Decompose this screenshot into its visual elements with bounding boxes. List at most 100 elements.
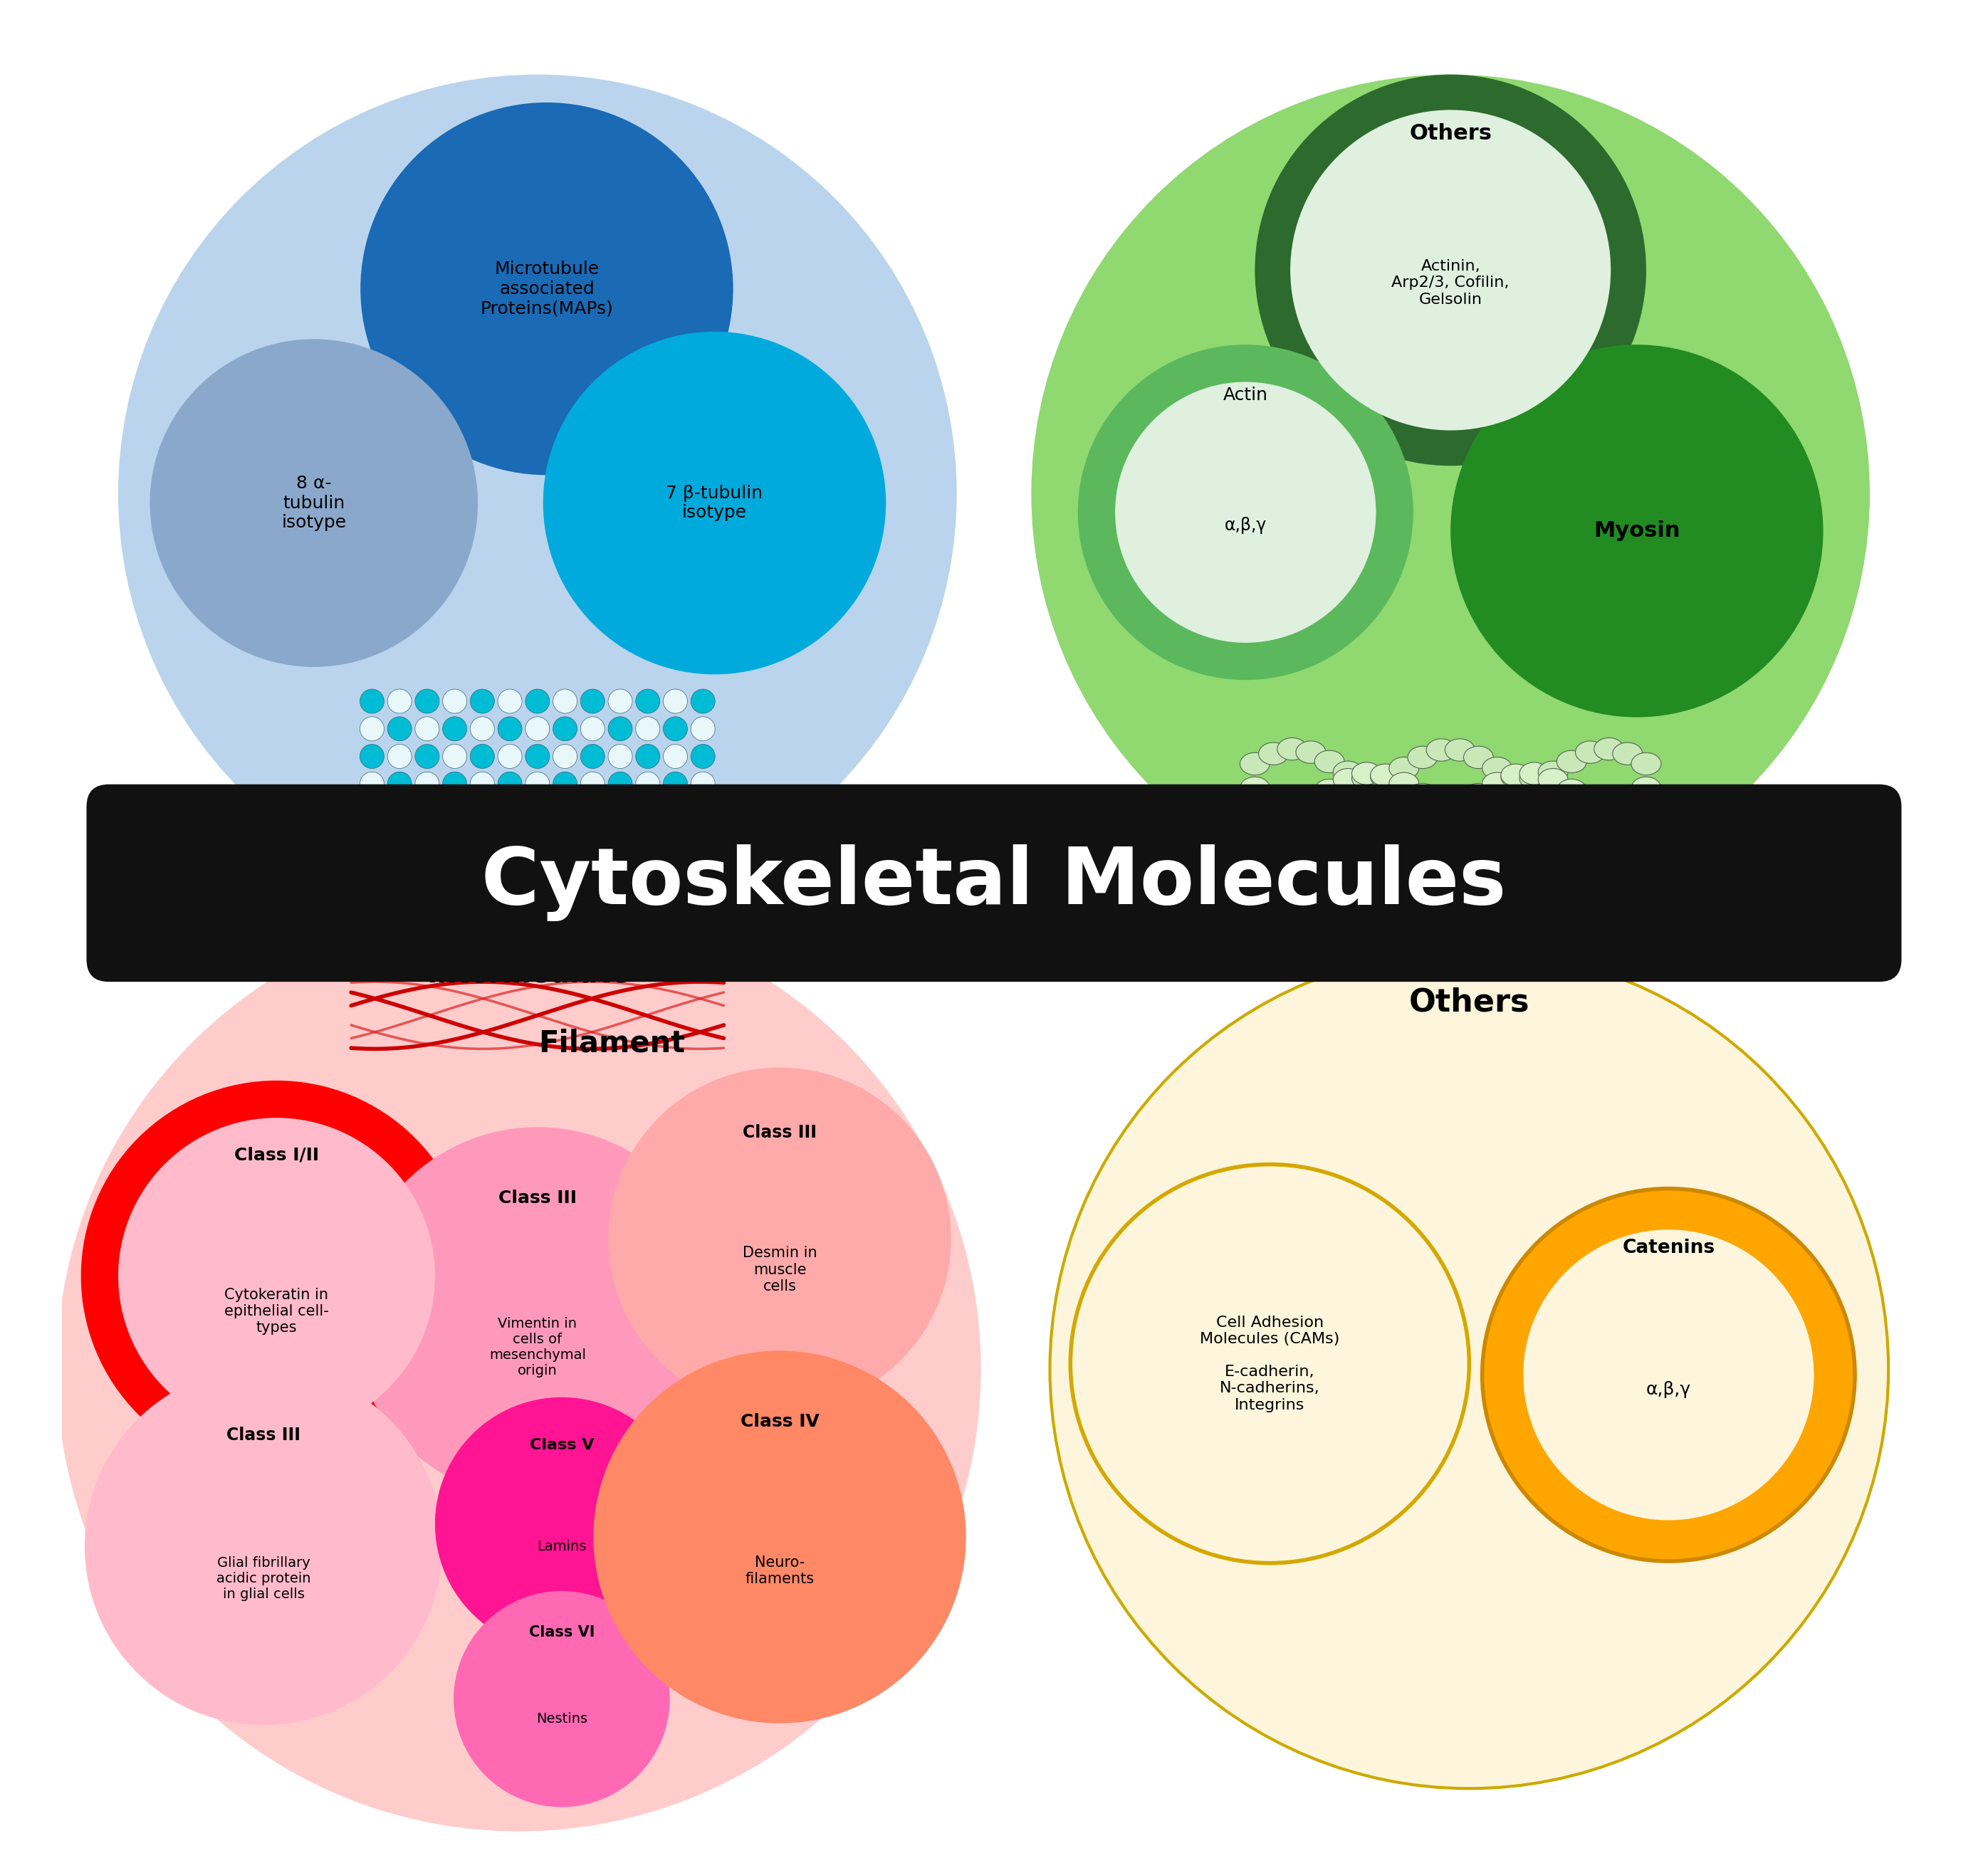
Circle shape xyxy=(580,745,604,769)
Circle shape xyxy=(149,339,477,667)
Circle shape xyxy=(117,75,956,913)
Text: Cell Adhesion
Molecules (CAMs)

E-cadherin,
N-cadherins,
Integrins: Cell Adhesion Molecules (CAMs) E-cadheri… xyxy=(1201,1315,1340,1412)
Circle shape xyxy=(608,771,632,796)
Text: Catenins: Catenins xyxy=(1622,1239,1716,1258)
Ellipse shape xyxy=(1314,751,1344,773)
Ellipse shape xyxy=(1483,756,1513,779)
Circle shape xyxy=(1032,75,1871,913)
Text: Desmin in
muscle
cells: Desmin in muscle cells xyxy=(742,1246,817,1293)
Circle shape xyxy=(1483,1189,1855,1561)
Ellipse shape xyxy=(1539,762,1569,784)
Circle shape xyxy=(497,771,523,796)
Ellipse shape xyxy=(1612,743,1642,766)
Ellipse shape xyxy=(1519,768,1549,790)
Text: Glial fibrillary
acidic protein
in glial cells: Glial fibrillary acidic protein in glial… xyxy=(217,1556,310,1600)
Circle shape xyxy=(82,1081,473,1472)
Circle shape xyxy=(553,689,577,714)
Text: Intermediate: Intermediate xyxy=(427,961,630,987)
Circle shape xyxy=(608,745,632,769)
Circle shape xyxy=(553,717,577,741)
Text: Filament: Filament xyxy=(539,1028,686,1058)
Ellipse shape xyxy=(1463,747,1493,769)
Text: Others: Others xyxy=(1409,123,1491,143)
Ellipse shape xyxy=(1632,753,1662,775)
Text: Microfilament: Microfilament xyxy=(1318,825,1582,859)
Text: Class III: Class III xyxy=(499,1189,577,1207)
Circle shape xyxy=(636,689,660,714)
Text: Myosin: Myosin xyxy=(1594,520,1680,542)
Circle shape xyxy=(497,689,523,714)
Circle shape xyxy=(435,1397,688,1651)
Circle shape xyxy=(690,745,716,769)
Circle shape xyxy=(117,1118,435,1435)
Circle shape xyxy=(388,745,412,769)
Ellipse shape xyxy=(1370,766,1400,788)
Circle shape xyxy=(471,689,495,714)
Ellipse shape xyxy=(1352,762,1382,784)
Circle shape xyxy=(453,1591,670,1807)
Text: Class I/II: Class I/II xyxy=(235,1146,318,1163)
Ellipse shape xyxy=(1425,740,1455,762)
Text: Cytokeratin in
epithelial cell-
types: Cytokeratin in epithelial cell- types xyxy=(225,1287,328,1336)
Circle shape xyxy=(664,799,688,823)
Text: Class III: Class III xyxy=(227,1427,300,1444)
Circle shape xyxy=(525,799,549,823)
Circle shape xyxy=(525,717,549,741)
Ellipse shape xyxy=(1296,788,1326,810)
Circle shape xyxy=(443,745,467,769)
Text: Cytoskeletal Molecules: Cytoskeletal Molecules xyxy=(481,844,1507,922)
Circle shape xyxy=(608,1067,950,1410)
Circle shape xyxy=(1070,1164,1469,1563)
Ellipse shape xyxy=(1370,764,1400,786)
Ellipse shape xyxy=(1557,751,1586,773)
Circle shape xyxy=(525,689,549,714)
Circle shape xyxy=(443,689,467,714)
Ellipse shape xyxy=(1334,768,1364,790)
Circle shape xyxy=(1254,75,1646,466)
Ellipse shape xyxy=(1574,741,1604,764)
Circle shape xyxy=(388,771,412,796)
Ellipse shape xyxy=(1276,792,1306,814)
Circle shape xyxy=(636,771,660,796)
Circle shape xyxy=(1077,345,1413,680)
Circle shape xyxy=(415,689,439,714)
Circle shape xyxy=(608,717,632,741)
Circle shape xyxy=(664,771,688,796)
Circle shape xyxy=(1451,345,1823,717)
Circle shape xyxy=(360,717,384,741)
Text: α,β,γ: α,β,γ xyxy=(1646,1380,1692,1397)
Ellipse shape xyxy=(1296,741,1326,764)
Circle shape xyxy=(471,771,495,796)
Circle shape xyxy=(690,771,716,796)
Ellipse shape xyxy=(1390,773,1419,796)
Circle shape xyxy=(553,745,577,769)
Circle shape xyxy=(443,799,467,823)
Circle shape xyxy=(580,717,604,741)
Ellipse shape xyxy=(1483,773,1513,796)
Ellipse shape xyxy=(1258,786,1288,809)
Text: Vimentin in
cells of
mesenchymal
origin: Vimentin in cells of mesenchymal origin xyxy=(489,1317,586,1377)
Ellipse shape xyxy=(1574,788,1604,810)
Circle shape xyxy=(664,717,688,741)
Ellipse shape xyxy=(1594,792,1624,814)
Circle shape xyxy=(690,689,716,714)
Ellipse shape xyxy=(1501,766,1531,788)
Text: Actin: Actin xyxy=(1223,386,1268,404)
Circle shape xyxy=(388,717,412,741)
Circle shape xyxy=(471,799,495,823)
Circle shape xyxy=(415,717,439,741)
Circle shape xyxy=(360,745,384,769)
Text: Microtubules: Microtubules xyxy=(414,825,662,859)
Circle shape xyxy=(664,689,688,714)
Circle shape xyxy=(1050,950,1889,1788)
Circle shape xyxy=(415,745,439,769)
Ellipse shape xyxy=(1501,764,1531,786)
Circle shape xyxy=(636,745,660,769)
Circle shape xyxy=(690,717,716,741)
Circle shape xyxy=(360,799,384,823)
Circle shape xyxy=(525,745,549,769)
Ellipse shape xyxy=(1632,777,1662,799)
Circle shape xyxy=(360,102,734,475)
Circle shape xyxy=(543,332,887,674)
Ellipse shape xyxy=(1557,779,1586,801)
